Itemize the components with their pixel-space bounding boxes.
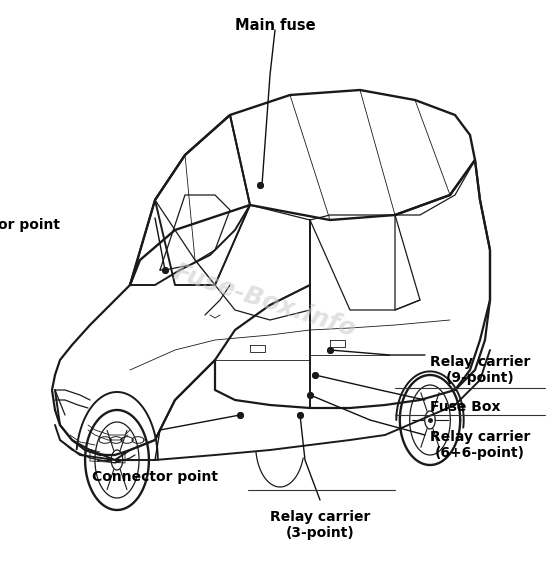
Text: Relay carrier
(6+6-point): Relay carrier (6+6-point) — [430, 430, 530, 460]
Text: Relay carrier
(3-point): Relay carrier (3-point) — [270, 510, 370, 540]
Text: Fuse Box: Fuse Box — [430, 400, 500, 414]
Text: Main fuse: Main fuse — [235, 18, 315, 33]
Text: Fuse-Box.info: Fuse-Box.info — [169, 260, 359, 342]
Text: Connector point: Connector point — [92, 470, 218, 484]
Text: Connector point: Connector point — [0, 218, 60, 232]
Text: Relay carrier
(9-point): Relay carrier (9-point) — [430, 355, 530, 385]
